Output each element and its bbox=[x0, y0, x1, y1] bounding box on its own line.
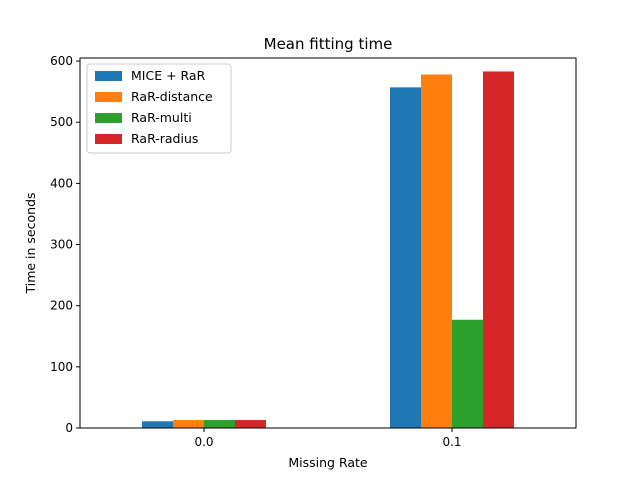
legend-label: RaR-radius bbox=[131, 131, 198, 146]
legend-frame bbox=[86, 63, 232, 154]
x-axis-label: Missing Rate bbox=[288, 455, 368, 470]
bar-mice-rar-0.0 bbox=[142, 421, 173, 428]
bar-rar-radius-0.1 bbox=[483, 71, 514, 429]
legend-swatch bbox=[95, 113, 122, 123]
x-axis: 0.0 0.1 bbox=[194, 428, 462, 449]
chart-title: Mean fitting time bbox=[264, 35, 393, 53]
y-tick-label: 300 bbox=[50, 238, 73, 252]
y-tick-label: 0 bbox=[65, 421, 73, 435]
legend: MICE + RaR RaR-distance RaR-multi RaR-radiu… bbox=[86, 63, 232, 154]
bars-group bbox=[142, 71, 514, 429]
bar-rar-multi-0.1 bbox=[452, 319, 483, 428]
legend-label: MICE + RaR bbox=[131, 68, 206, 83]
y-tick-label: 100 bbox=[50, 360, 73, 374]
y-tick-label: 500 bbox=[50, 115, 73, 129]
x-tick-label: 0.1 bbox=[442, 435, 461, 449]
legend-label: RaR-distance bbox=[131, 89, 213, 104]
plot-frame bbox=[79, 57, 577, 429]
x-tick-label: 0.0 bbox=[194, 435, 213, 449]
bar-rar-distance-0.1 bbox=[421, 74, 452, 429]
y-axis-label: Time in seconds bbox=[23, 192, 38, 294]
bar-rar-distance-0.0 bbox=[173, 420, 204, 428]
legend-swatch bbox=[95, 92, 122, 102]
y-tick-label: 400 bbox=[50, 176, 73, 190]
y-tick-label: 600 bbox=[50, 54, 73, 68]
y-tick-label: 200 bbox=[50, 299, 73, 313]
bar-rar-radius-0.0 bbox=[235, 420, 266, 428]
legend-swatch bbox=[95, 71, 122, 81]
legend-swatch bbox=[95, 134, 122, 144]
bar-mice-rar-0.1 bbox=[390, 87, 421, 428]
y-axis: 0 100 200 300 400 500 600 bbox=[50, 54, 80, 435]
bar-rar-multi-0.0 bbox=[204, 420, 235, 428]
legend-label: RaR-multi bbox=[131, 110, 192, 125]
